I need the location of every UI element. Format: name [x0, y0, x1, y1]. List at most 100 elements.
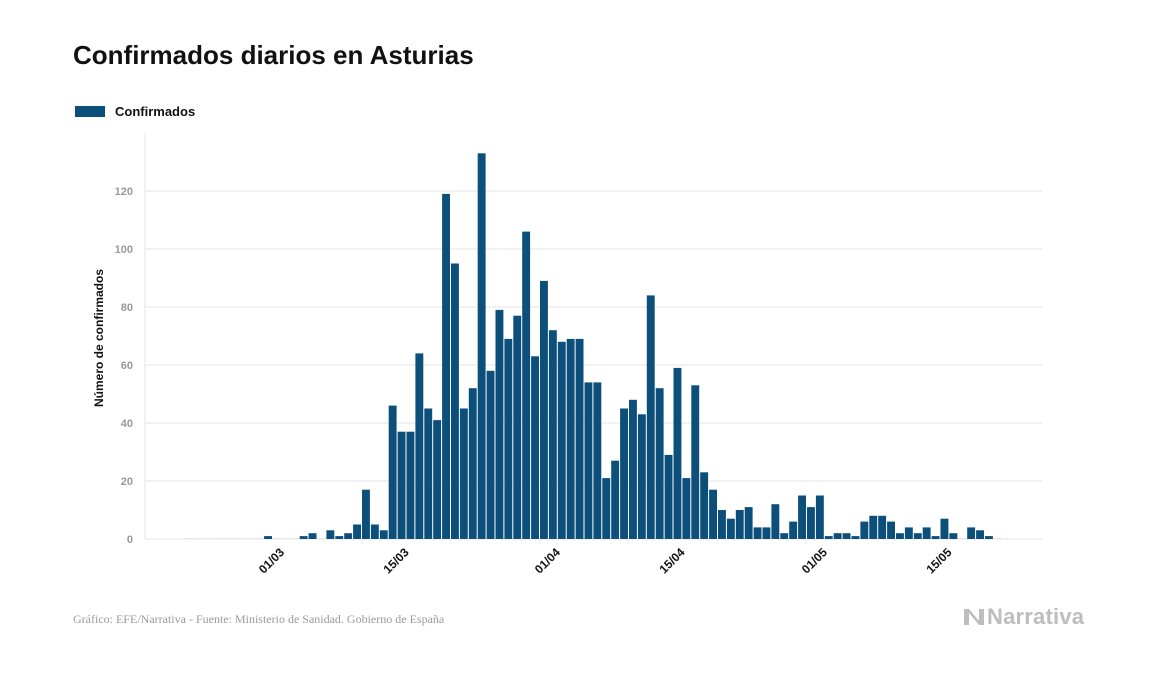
bar	[904, 527, 913, 539]
bar	[495, 309, 504, 539]
bar	[771, 504, 780, 539]
y-axis-label: Número de confirmados	[92, 269, 106, 407]
bar	[228, 538, 237, 539]
bar	[540, 280, 548, 539]
bar	[397, 431, 406, 539]
bar	[629, 399, 637, 539]
bar	[922, 527, 931, 539]
y-tick-label: 60	[121, 360, 133, 372]
x-tick-label: 15/04	[656, 545, 687, 576]
narrativa-n-logo-icon	[964, 609, 984, 625]
bar	[299, 536, 308, 539]
bar	[637, 414, 646, 539]
bar	[780, 533, 789, 539]
bar	[887, 521, 895, 539]
source-footer: Gráfico: EFE/Narrativa - Fuente: Ministe…	[73, 612, 445, 626]
x-tick-label: 15/05	[923, 545, 954, 576]
bar	[290, 538, 299, 539]
bar	[192, 538, 201, 539]
bar	[326, 530, 335, 539]
bar	[548, 330, 557, 539]
bar	[726, 518, 735, 539]
y-tick-label: 40	[121, 418, 133, 430]
bar	[940, 518, 949, 539]
bar	[985, 536, 993, 539]
bar	[210, 538, 219, 539]
bar	[913, 533, 922, 539]
bar	[620, 408, 628, 539]
bar	[308, 533, 317, 539]
bar	[335, 536, 344, 539]
bar	[317, 538, 326, 539]
bar	[184, 538, 192, 539]
brand-name: Narrativa	[987, 604, 1085, 629]
bar	[860, 521, 869, 539]
bar	[878, 515, 887, 539]
bar	[869, 515, 878, 539]
bar	[709, 489, 717, 539]
bar	[762, 527, 771, 539]
bar	[789, 521, 798, 539]
y-tick-label: 100	[115, 244, 133, 256]
bar	[219, 538, 228, 539]
bar	[237, 538, 246, 539]
bar	[201, 538, 210, 539]
bars	[184, 153, 1002, 540]
bar	[433, 420, 442, 539]
bar	[246, 538, 255, 539]
bar	[664, 454, 673, 539]
bar	[575, 338, 584, 539]
bar	[255, 538, 264, 539]
y-tick-labels: 0 20 40 60 80 100 120	[115, 186, 133, 546]
bar	[611, 460, 620, 539]
bar	[646, 295, 655, 539]
bar	[700, 472, 709, 539]
bar	[379, 530, 388, 539]
bar	[735, 510, 744, 539]
bar	[406, 431, 415, 539]
bar	[673, 367, 682, 539]
bar	[388, 405, 397, 539]
bar	[504, 338, 513, 539]
bar	[370, 524, 379, 539]
brand-logo: Narrativa	[963, 604, 1084, 630]
bar	[682, 478, 691, 539]
bar	[442, 193, 450, 539]
x-tick-label: 01/04	[532, 545, 563, 576]
bar	[451, 263, 459, 539]
bar	[281, 538, 290, 539]
bar	[459, 408, 468, 539]
bar	[851, 536, 860, 539]
y-tick-label: 20	[121, 476, 133, 488]
bar	[833, 533, 842, 539]
y-tick-label: 120	[115, 186, 133, 198]
bar	[531, 356, 539, 539]
bar	[486, 370, 495, 539]
bar	[602, 478, 611, 539]
bar	[976, 530, 984, 539]
bar	[584, 382, 593, 539]
bar	[424, 408, 433, 539]
bar	[566, 338, 575, 539]
bar	[362, 489, 370, 539]
bar	[807, 507, 815, 539]
x-tick-label: 01/05	[799, 545, 830, 576]
bar	[353, 524, 361, 539]
bar	[593, 382, 602, 539]
y-tick-label: 0	[127, 534, 133, 546]
bar	[691, 385, 700, 539]
bar	[273, 538, 281, 539]
bar	[744, 507, 753, 539]
bar	[958, 538, 967, 539]
bar	[513, 315, 522, 539]
x-tick-label: 01/03	[256, 545, 287, 576]
bar	[931, 536, 940, 539]
legend-swatch	[75, 106, 105, 117]
bar	[557, 341, 566, 539]
legend-label: Confirmados	[115, 104, 196, 119]
bar	[655, 388, 664, 539]
bar	[949, 533, 958, 539]
bar	[993, 538, 1002, 539]
bar	[842, 533, 851, 539]
